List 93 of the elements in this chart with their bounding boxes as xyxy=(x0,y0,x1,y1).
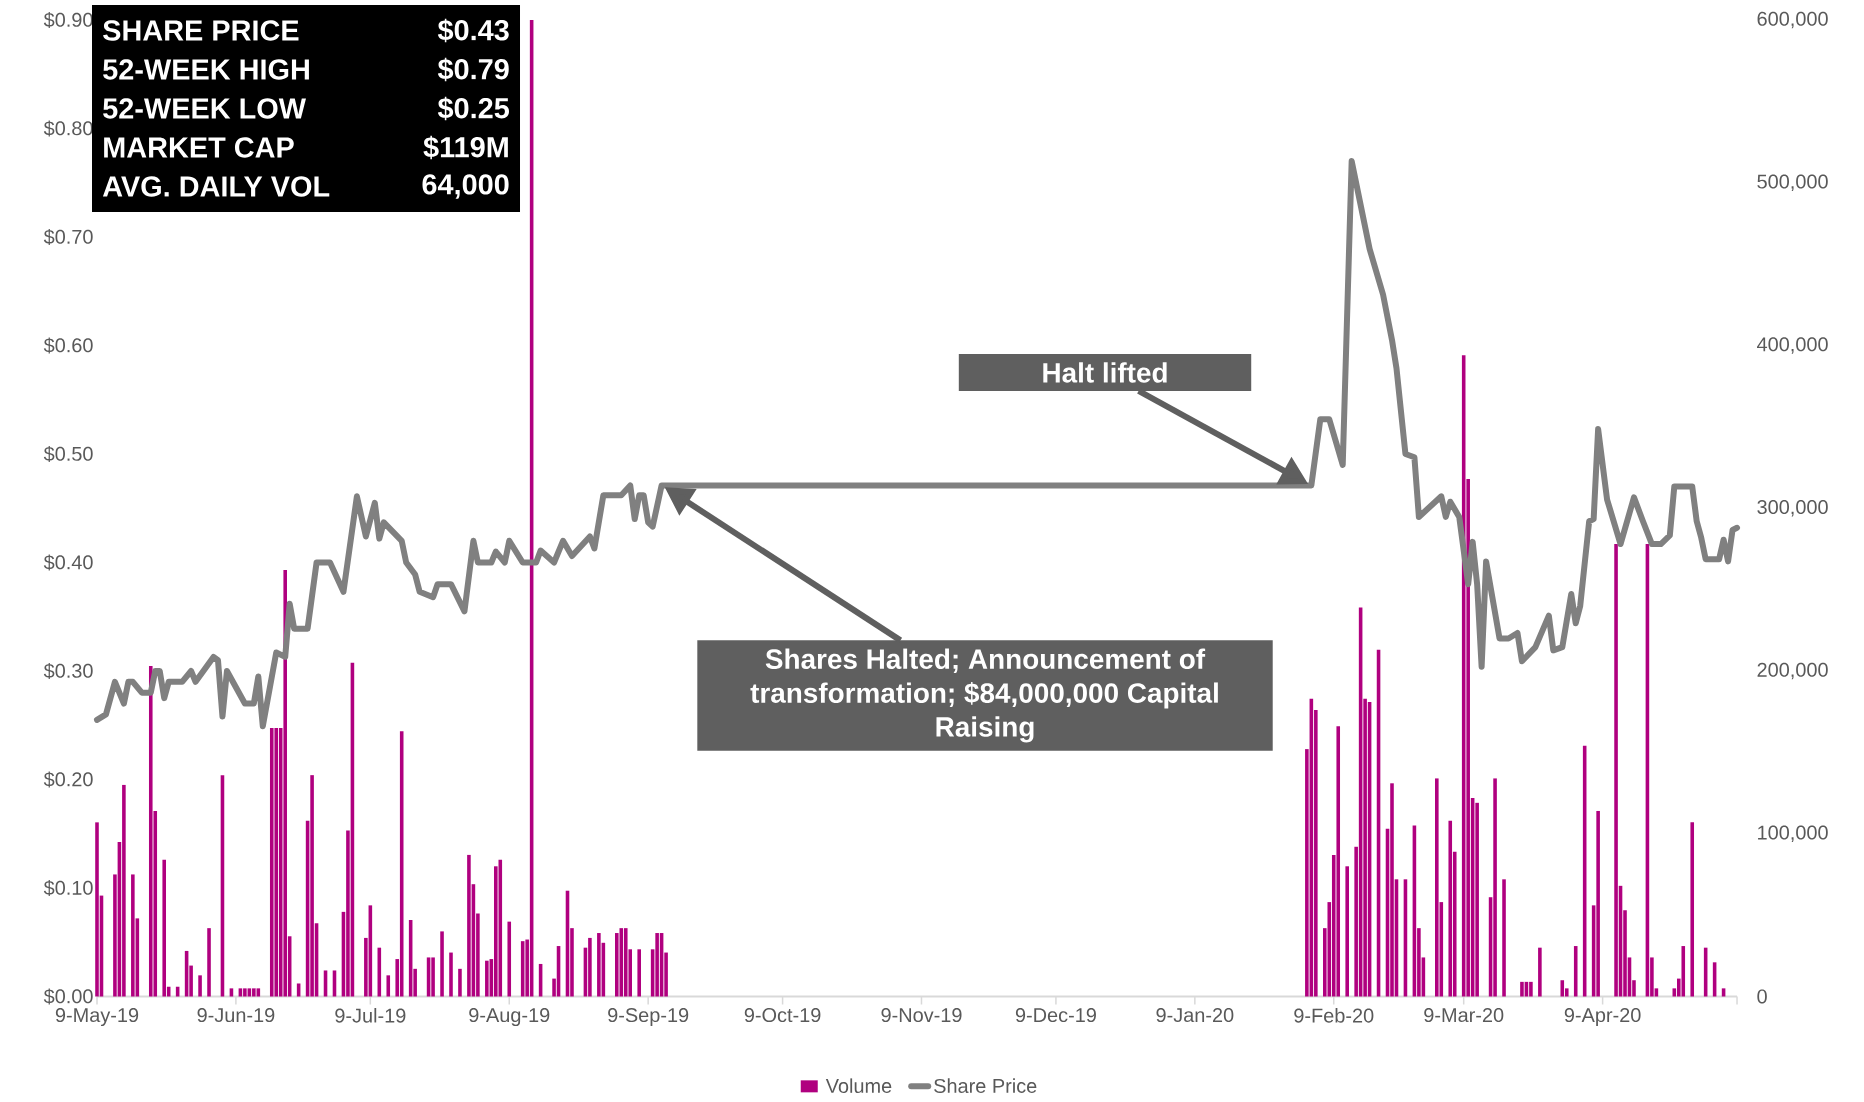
annotation: Shares Halted; Announcement of transformation; $84,000,000 Capital Raising xyxy=(750,648,1218,743)
x-tick-label: 9-Apr-20 xyxy=(1564,1008,1641,1027)
bar xyxy=(122,784,126,997)
bar xyxy=(431,957,435,997)
y2-tick-label: 300,000 xyxy=(1757,500,1828,517)
x-tick-label: 9-Mar-20 xyxy=(1424,1008,1504,1023)
y-tick-label: $0.10 xyxy=(43,879,93,897)
bar xyxy=(655,933,659,997)
annotation: SHARE PRICE xyxy=(103,20,299,41)
bar xyxy=(1493,778,1497,997)
bar xyxy=(1538,947,1542,997)
annotation: Halt lifted xyxy=(1043,362,1167,383)
x-tick-label: 9-Feb-20 xyxy=(1294,1008,1374,1023)
y-tick-label: $0.50 xyxy=(43,445,93,463)
bar xyxy=(1336,726,1341,997)
bar xyxy=(198,975,202,997)
bar xyxy=(507,921,512,997)
y-tick-label: $0.60 xyxy=(43,337,93,354)
bar xyxy=(1448,820,1453,997)
y-tick-label: $0.20 xyxy=(43,771,93,788)
bar xyxy=(252,988,256,997)
bar xyxy=(1529,981,1533,997)
bar xyxy=(247,988,252,997)
bar xyxy=(467,854,471,997)
bar xyxy=(1560,980,1565,997)
legend-label: Volume xyxy=(825,1078,892,1093)
bar xyxy=(597,933,601,997)
annotation: 52-WEEK HIGH xyxy=(103,59,309,80)
bar xyxy=(148,666,153,997)
x-tick-label: 9-Jun-19 xyxy=(197,1008,275,1023)
bar xyxy=(238,988,243,997)
y2-tick-label: 400,000 xyxy=(1757,337,1828,354)
bar xyxy=(1520,981,1524,997)
bar xyxy=(95,822,99,997)
y2-tick-label: 600,000 xyxy=(1757,11,1828,29)
bar xyxy=(1614,544,1618,997)
x-tick-label: 9-Aug-19 xyxy=(469,1008,550,1027)
bar xyxy=(449,952,453,997)
x-tick-label: 9-Dec-19 xyxy=(1015,1008,1096,1023)
bar xyxy=(1721,988,1726,997)
bar xyxy=(243,988,247,997)
bar xyxy=(1345,866,1349,997)
annotation: 52-WEEK LOW xyxy=(103,98,306,119)
y-tick-label: $0.90 xyxy=(43,11,93,29)
annotation: MARKET CAP xyxy=(104,137,294,158)
bar xyxy=(1475,802,1479,997)
bar xyxy=(386,975,391,997)
x-tick-label: 9-Nov-19 xyxy=(881,1008,962,1023)
y-tick-label: $0.70 xyxy=(43,228,93,246)
y2-tick-label: 200,000 xyxy=(1757,662,1828,680)
bar xyxy=(1573,946,1578,997)
bar xyxy=(1681,946,1686,997)
bar xyxy=(498,859,503,997)
annotation: $0.25 xyxy=(437,96,509,121)
bar xyxy=(1690,822,1695,997)
bar xyxy=(619,928,624,997)
annotation: 64,000 xyxy=(422,174,509,199)
bar xyxy=(1502,879,1506,997)
bar xyxy=(1435,778,1439,997)
y2-tick-label: 0 xyxy=(1757,989,1767,1004)
y2-tick-label: 500,000 xyxy=(1757,174,1828,191)
bar xyxy=(1596,810,1600,997)
bar xyxy=(637,949,641,997)
bar xyxy=(207,928,211,997)
y-tick-label: $0.80 xyxy=(43,120,93,137)
annotation: AVG. DAILY VOL xyxy=(102,176,330,197)
bar xyxy=(274,727,279,997)
y-tick-label: $0.00 xyxy=(43,988,93,1005)
annotation: $119M xyxy=(423,135,508,160)
bar xyxy=(131,874,135,997)
annotation: $0.43 xyxy=(437,18,509,43)
bar xyxy=(1390,783,1394,997)
x-tick-label: 9-Oct-19 xyxy=(744,1008,821,1023)
bar xyxy=(269,727,274,997)
legend-label: Share Price xyxy=(934,1078,1037,1093)
bar xyxy=(310,775,314,997)
x-tick-label: 9-Sep-19 xyxy=(608,1008,689,1027)
y2-tick-label: 100,000 xyxy=(1758,825,1828,842)
x-tick-label: 9-Jan-20 xyxy=(1156,1008,1234,1023)
bar xyxy=(229,988,234,997)
bar xyxy=(162,859,167,997)
bar xyxy=(458,968,462,997)
x-tick-label: 9-May-19 xyxy=(55,1008,139,1027)
annotation: $0.79 xyxy=(437,57,509,82)
y-tick-label: $0.40 xyxy=(43,554,93,571)
y-tick-label: $0.30 xyxy=(43,662,93,680)
bar xyxy=(485,960,489,997)
bar xyxy=(256,988,261,997)
bar xyxy=(440,931,444,997)
bar xyxy=(588,937,592,997)
x-tick-label: 9-Jul-19 xyxy=(335,1008,406,1023)
bar xyxy=(283,570,287,997)
bar xyxy=(623,928,628,997)
